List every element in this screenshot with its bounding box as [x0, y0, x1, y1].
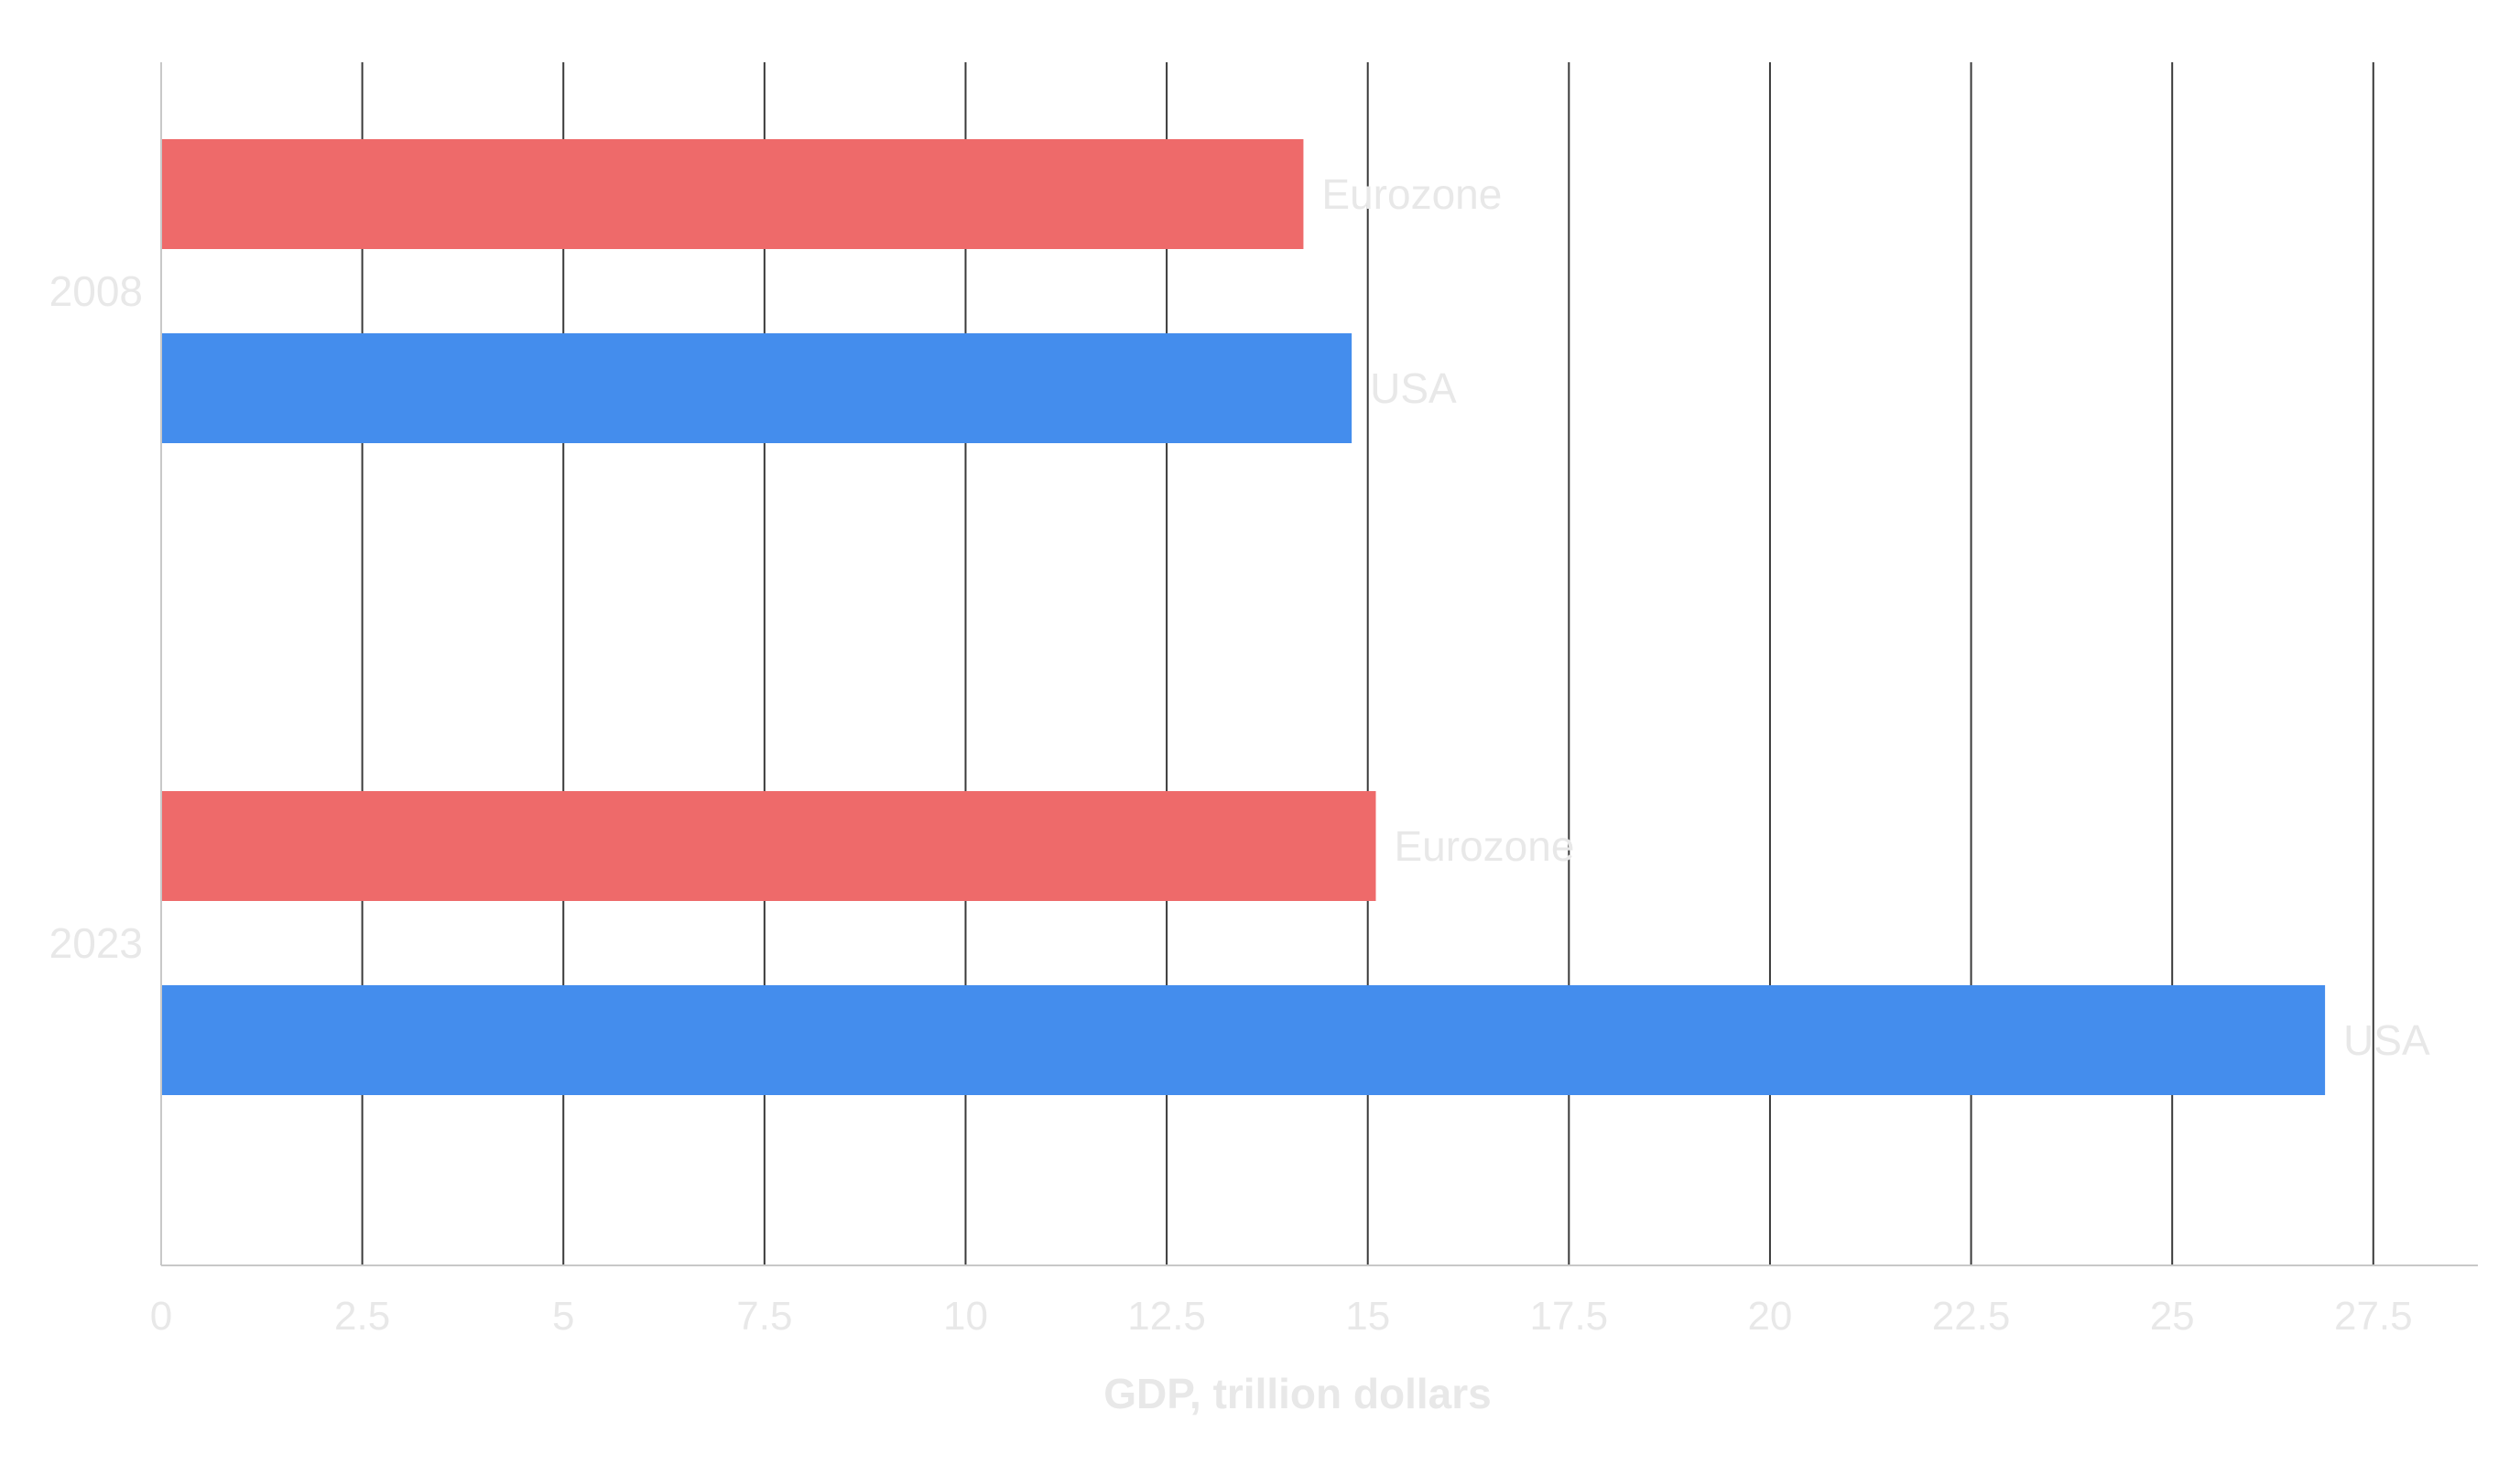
bar-usa-2008	[161, 333, 1352, 443]
x-tick-label: 15	[1345, 1294, 1390, 1339]
category-label-2023: 2023	[49, 919, 143, 967]
bar-eurozone-2023	[161, 791, 1376, 901]
x-tick-label: 22.5	[1932, 1294, 2011, 1339]
x-tick-label: 10	[943, 1294, 988, 1339]
x-tick-label: 17.5	[1530, 1294, 1609, 1339]
category-labels: 2008 2023	[49, 267, 143, 967]
x-tick-label: 5	[552, 1294, 574, 1339]
bar-usa-2023	[161, 985, 2326, 1095]
bar-labels: Eurozone USA Eurozone USA	[1321, 170, 2430, 1064]
x-tick-label: 0	[150, 1294, 172, 1339]
bar-eurozone-2008	[161, 139, 1304, 249]
category-label-2008: 2008	[49, 267, 143, 315]
x-tick-label: 27.5	[2334, 1294, 2413, 1339]
x-tick-label: 12.5	[1127, 1294, 1206, 1339]
axes	[160, 62, 2478, 1266]
x-axis-title: GDP, trillion dollars	[1103, 1370, 1491, 1417]
bar-label-eurozone-2023: Eurozone	[1394, 822, 1574, 870]
x-tick-labels: 0 2.5 5 7.5 10 12.5 15 17.5 20 22.5 25 27.5	[150, 1294, 2413, 1339]
bar-label-usa-2023: USA	[2343, 1016, 2430, 1064]
x-tick-label: 25	[2150, 1294, 2195, 1339]
bar-label-eurozone-2008: Eurozone	[1321, 170, 1502, 218]
x-tick-label: 7.5	[736, 1294, 792, 1339]
bars	[161, 139, 2326, 1095]
x-tick-label: 2.5	[334, 1294, 390, 1339]
x-tick-label: 20	[1747, 1294, 1792, 1339]
bar-label-usa-2008: USA	[1370, 364, 1457, 412]
